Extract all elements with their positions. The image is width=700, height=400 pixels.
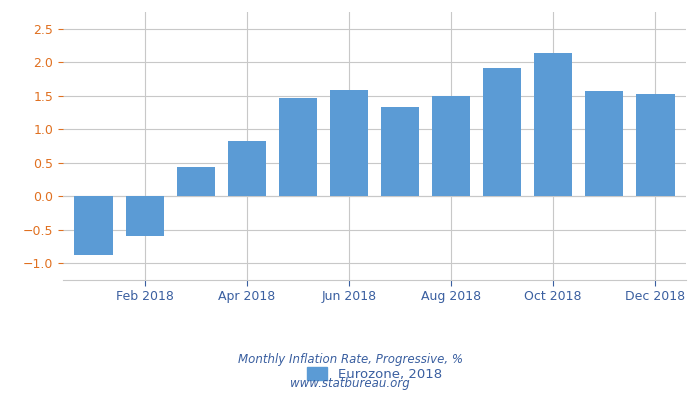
Bar [585,91,624,196]
Bar [636,94,675,196]
Legend: Eurozone, 2018: Eurozone, 2018 [302,362,447,386]
Bar [176,168,215,196]
Bar [432,96,470,196]
Bar [483,68,522,196]
Bar [74,196,113,254]
Bar [330,90,368,196]
Bar [228,141,266,196]
Bar [279,98,317,196]
Bar [534,53,573,196]
Text: Monthly Inflation Rate, Progressive, %: Monthly Inflation Rate, Progressive, % [237,354,463,366]
Text: www.statbureau.org: www.statbureau.org [290,378,410,390]
Bar [125,196,164,236]
Bar [381,107,419,196]
